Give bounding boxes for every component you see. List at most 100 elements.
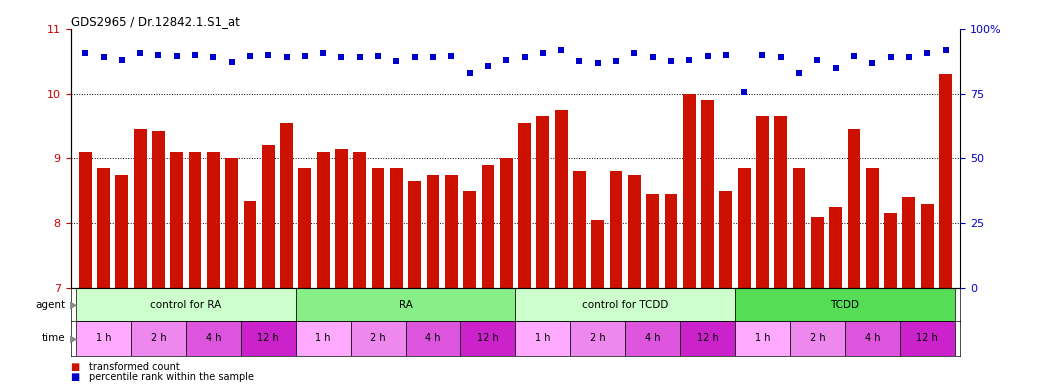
Point (498, 57, 515, 63)
Bar (152, 131, 165, 288)
Bar (902, 197, 916, 288)
Point (645, 54, 661, 60)
Point (755, 51, 771, 58)
Bar (625, 321, 680, 356)
Point (553, 47, 570, 53)
Bar (647, 194, 659, 288)
Bar (738, 168, 750, 288)
Bar (98, 168, 110, 288)
Text: 4 h: 4 h (426, 333, 441, 343)
Point (791, 70, 808, 76)
Text: 1 h: 1 h (755, 333, 770, 343)
Text: 1 h: 1 h (316, 333, 331, 343)
Bar (280, 123, 293, 288)
Bar (790, 321, 845, 356)
Text: 4 h: 4 h (206, 333, 221, 343)
Point (151, 51, 167, 58)
Bar (518, 123, 530, 288)
Text: GDS2965 / Dr.12842.1.S1_at: GDS2965 / Dr.12842.1.S1_at (71, 15, 240, 28)
Text: 4 h: 4 h (645, 333, 660, 343)
Bar (884, 214, 897, 288)
Bar (939, 74, 952, 288)
Bar (390, 168, 403, 288)
Point (168, 53, 185, 59)
Point (662, 58, 679, 64)
Point (443, 53, 460, 59)
Bar (351, 321, 406, 356)
Point (846, 53, 863, 59)
Text: ■: ■ (71, 362, 80, 372)
Bar (900, 321, 955, 356)
Bar (296, 288, 516, 321)
Text: control for TCDD: control for TCDD (582, 300, 668, 310)
Text: TCDD: TCDD (830, 300, 859, 310)
Text: 2 h: 2 h (151, 333, 166, 343)
Bar (76, 288, 296, 321)
Bar (516, 321, 570, 356)
Point (864, 60, 880, 66)
Bar (848, 129, 861, 288)
Point (278, 54, 295, 60)
Point (242, 53, 258, 59)
Point (187, 52, 203, 58)
Text: 2 h: 2 h (590, 333, 605, 343)
Point (571, 58, 588, 64)
Bar (482, 165, 494, 288)
Point (736, 89, 753, 95)
Bar (241, 321, 296, 356)
Text: 4 h: 4 h (865, 333, 880, 343)
Text: percentile rank within the sample: percentile rank within the sample (89, 372, 254, 382)
Point (607, 58, 624, 64)
Bar (554, 110, 568, 288)
Bar (131, 321, 186, 356)
Point (370, 53, 386, 59)
Bar (570, 321, 625, 356)
Point (315, 50, 331, 56)
Bar (573, 171, 585, 288)
Bar (134, 129, 146, 288)
Bar (244, 200, 256, 288)
Bar (372, 168, 384, 288)
Point (480, 63, 496, 70)
Point (407, 54, 424, 60)
Bar (664, 194, 678, 288)
Bar (592, 220, 604, 288)
Point (626, 50, 643, 56)
Text: ■: ■ (71, 372, 80, 382)
Text: ▶: ▶ (70, 300, 77, 310)
Point (388, 58, 405, 64)
Text: transformed count: transformed count (89, 362, 180, 372)
Bar (115, 175, 129, 288)
Bar (866, 168, 879, 288)
Point (901, 54, 918, 60)
Bar (845, 321, 900, 356)
Bar (516, 288, 735, 321)
Point (882, 54, 899, 60)
Point (333, 54, 350, 60)
Bar (76, 321, 131, 356)
Point (95, 54, 112, 60)
Bar (189, 152, 201, 288)
Text: 2 h: 2 h (371, 333, 386, 343)
Bar (225, 158, 238, 288)
Point (919, 50, 935, 56)
Point (260, 52, 276, 58)
Point (425, 54, 441, 60)
Bar (207, 152, 220, 288)
Bar (921, 204, 933, 288)
Point (772, 54, 789, 60)
Text: 2 h: 2 h (810, 333, 825, 343)
Bar (406, 321, 461, 356)
Point (827, 65, 844, 71)
Bar (811, 217, 824, 288)
Bar (317, 152, 330, 288)
Point (681, 57, 698, 63)
Bar (353, 152, 366, 288)
Bar (427, 175, 439, 288)
Point (461, 70, 477, 76)
Bar (500, 158, 513, 288)
Text: agent: agent (35, 300, 65, 310)
Text: RA: RA (399, 300, 412, 310)
Bar (793, 168, 805, 288)
Bar (186, 321, 241, 356)
